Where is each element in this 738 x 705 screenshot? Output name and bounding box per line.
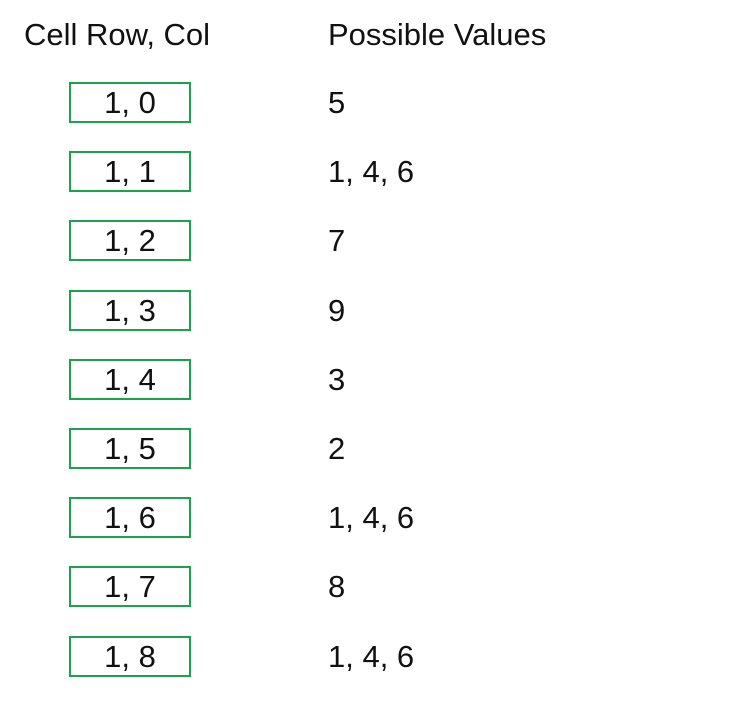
table-row: 1, 6 1, 4, 6 [0,497,738,566]
cell-coordinate-box: 1, 4 [69,358,191,400]
cell-column-header: Cell Row, Col [24,17,211,52]
table-row: 1, 4 3 [0,358,738,428]
possible-values: 7 [328,223,346,259]
cell-coordinate-box: 1, 7 [69,566,191,608]
cell-coordinate-box: 1, 5 [69,427,191,469]
cell-coordinate-box: 1, 2 [69,220,191,262]
table-row: 1, 8 1, 4, 6 [0,635,738,705]
possible-values: 1, 4, 6 [328,500,415,536]
possible-values: 5 [328,85,346,120]
possible-values: 1, 4, 6 [328,154,415,190]
values-column-header: Possible Values [328,17,547,52]
table-row: 1, 7 8 [0,566,738,635]
possible-values: 2 [328,430,346,466]
table-row: 1, 2 7 [0,220,738,289]
table-row: 1, 0 5 [0,82,738,151]
cell-values-list: 1, 0 5 1, 1 1, 4, 6 1, 2 7 1, 3 9 1, 4 3… [0,82,738,705]
possible-values: 8 [328,569,346,605]
possible-values: 3 [328,361,346,397]
table-row: 1, 1 1, 4, 6 [0,151,738,220]
cell-coordinate-box: 1, 0 [69,82,191,123]
table-row: 1, 3 9 [0,289,738,359]
cell-coordinate-box: 1, 8 [69,635,191,677]
cell-coordinate-box: 1, 3 [69,289,191,331]
possible-values: 1, 4, 6 [328,638,415,674]
cell-coordinate-box: 1, 6 [69,497,191,539]
possible-values: 9 [328,292,346,328]
table-row: 1, 5 2 [0,427,738,497]
cell-coordinate-box: 1, 1 [69,151,191,193]
